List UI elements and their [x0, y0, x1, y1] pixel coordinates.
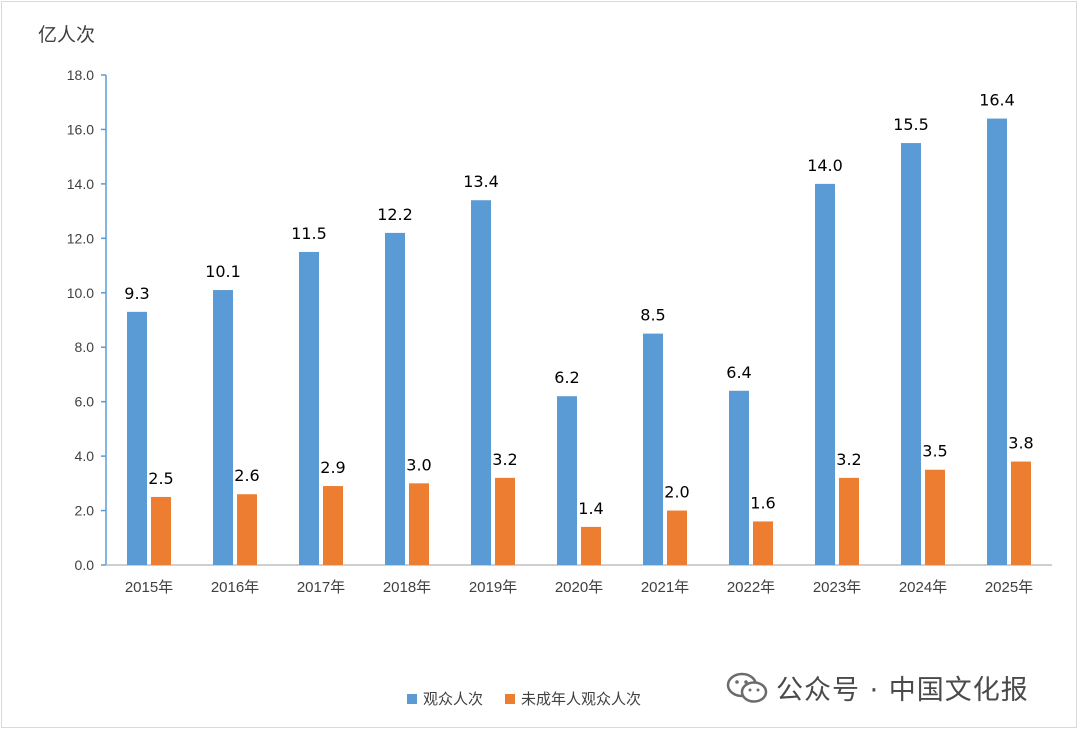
- data-label-series2: 2.0: [664, 483, 689, 502]
- data-label-series1: 8.5: [640, 306, 665, 325]
- legend-item-series2: 未成年人观众人次: [505, 688, 641, 709]
- data-label-series2: 2.5: [148, 469, 173, 488]
- legend-item-series1: 观众人次: [407, 688, 483, 709]
- x-tick-label: 2023年: [813, 579, 861, 596]
- x-tick-label: 2025年: [985, 579, 1033, 596]
- x-tick-label: 2015年: [125, 579, 173, 596]
- y-axis-unit-label: 亿人次: [38, 24, 96, 46]
- x-tick-label: 2019年: [469, 579, 517, 596]
- bar-series1: [299, 251, 319, 565]
- y-tick-label: 2.0: [75, 503, 95, 519]
- legend-label-series1: 观众人次: [423, 690, 484, 708]
- x-tick-label: 2020年: [555, 579, 603, 596]
- bar-series1: [815, 183, 835, 565]
- y-tick-label: 4.0: [75, 448, 95, 464]
- data-label-series2: 3.0: [406, 455, 431, 474]
- bar-series1: [127, 311, 147, 565]
- data-label-series1: 6.4: [726, 363, 751, 382]
- data-label-series2: 2.9: [320, 458, 345, 477]
- data-label-series1: 16.4: [979, 91, 1015, 110]
- x-tick-label: 2017年: [297, 579, 345, 596]
- legend-swatch-series2: [505, 693, 516, 704]
- data-label-series1: 10.1: [205, 262, 241, 281]
- watermark: 公众号 · 中国文化报: [726, 668, 1029, 707]
- x-tick-label: 2018年: [383, 579, 431, 596]
- bar-series1: [471, 200, 491, 565]
- bar-series2: [925, 469, 945, 565]
- data-label-series1: 12.2: [377, 205, 413, 224]
- watermark-text: 公众号 · 中国文化报: [776, 675, 1029, 706]
- data-label-series2: 1.6: [750, 493, 775, 512]
- bar-series1: [901, 143, 921, 566]
- bar-series1: [643, 333, 663, 565]
- x-tick-label: 2022年: [727, 579, 775, 596]
- y-tick-label: 6.0: [75, 394, 95, 410]
- bar-series2: [667, 510, 687, 565]
- x-tick-label: 2021年: [641, 579, 689, 596]
- bar-series2: [1011, 461, 1031, 565]
- y-tick-label: 0.0: [75, 557, 95, 573]
- y-tick-label: 14.0: [67, 176, 94, 192]
- x-tick-label: 2024年: [899, 579, 947, 596]
- bar-series2: [495, 477, 515, 565]
- y-tick-label: 12.0: [67, 230, 94, 246]
- data-label-series2: 3.5: [922, 442, 947, 461]
- bar-series2: [151, 496, 171, 565]
- data-label-series2: 1.4: [578, 499, 603, 518]
- data-label-series1: 11.5: [291, 224, 327, 243]
- bar-series2: [581, 526, 601, 565]
- data-label-series1: 6.2: [554, 368, 579, 387]
- legend-label-series2: 未成年人观众人次: [521, 690, 642, 708]
- bar-series1: [213, 290, 233, 565]
- bar-series1: [987, 118, 1007, 566]
- data-label-series1: 9.3: [124, 284, 149, 303]
- bar-series1: [385, 232, 405, 565]
- data-label-series2: 3.2: [836, 450, 861, 469]
- bar-series2: [237, 494, 257, 565]
- bar-series2: [753, 521, 773, 565]
- y-tick-label: 10.0: [67, 285, 94, 301]
- bar-series2: [323, 486, 343, 565]
- wechat-icon: [726, 672, 768, 703]
- y-tick-label: 16.0: [67, 121, 94, 137]
- data-label-series2: 2.6: [234, 466, 259, 485]
- data-label-series1: 15.5: [893, 115, 929, 134]
- data-label-series2: 3.2: [492, 450, 517, 469]
- bar-series1: [729, 390, 749, 565]
- data-label-series1: 14.0: [807, 156, 843, 175]
- legend-swatch-series1: [407, 693, 417, 704]
- data-label-series1: 13.4: [463, 172, 499, 191]
- y-tick-label: 8.0: [75, 339, 95, 355]
- x-tick-label: 2016年: [211, 579, 259, 596]
- legend: 观众人次 未成年人观众人次: [407, 688, 663, 709]
- bar-series2: [839, 477, 859, 565]
- bar-series1: [557, 396, 577, 565]
- y-tick-label: 18.0: [67, 67, 94, 83]
- bar-series2: [409, 483, 429, 565]
- data-label-series2: 3.8: [1008, 434, 1033, 453]
